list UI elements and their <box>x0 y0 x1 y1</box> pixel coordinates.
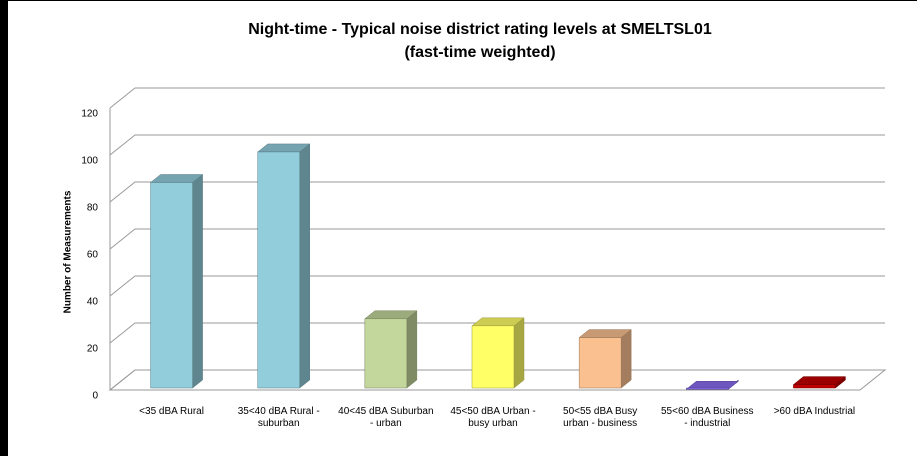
bar-front <box>257 151 300 389</box>
grid-line <box>109 369 885 391</box>
bar <box>257 143 311 389</box>
bar-front <box>471 325 515 389</box>
bar-side <box>406 310 418 389</box>
grid-line <box>109 87 885 109</box>
x-tick-label: 50<55 dBA Busy urban - business <box>563 406 638 429</box>
chart-subtitle: (fast-time weighted) <box>404 44 555 61</box>
bar <box>685 379 739 390</box>
grid-line <box>109 322 885 344</box>
grid-line <box>109 275 885 297</box>
bar-front <box>150 182 193 389</box>
bar-front <box>686 387 729 390</box>
bar-side <box>513 317 525 389</box>
y-tick-label: 60 <box>87 250 99 261</box>
bar <box>471 317 525 389</box>
x-tick-label: 35<40 dBA Rural - suburban <box>237 406 320 429</box>
x-tick-label: 40<45 dBA Suburban - urban <box>338 406 434 429</box>
left-border <box>0 0 8 456</box>
bar-front <box>364 318 408 389</box>
bar <box>578 329 632 389</box>
top-border <box>0 0 917 1</box>
bar-front <box>793 384 836 389</box>
x-tick-label: >60 dBA Industrial <box>773 406 856 417</box>
y-tick-label: 0 <box>92 391 98 402</box>
x-tick-label: 55<60 dBA Business - industrial <box>660 406 754 429</box>
y-tick-label: 20 <box>87 344 99 355</box>
grid-line <box>109 134 885 156</box>
grid-line <box>109 181 885 203</box>
bar-side <box>299 143 310 389</box>
x-tick-label: 45<50 dBA Urban - busy urban <box>450 406 536 429</box>
bar <box>364 310 418 389</box>
grid-line <box>109 228 885 250</box>
bar <box>149 173 204 389</box>
bar-side <box>620 329 632 389</box>
y-tick-label: 100 <box>81 156 98 167</box>
chart-title: Night-time - Typical noise district rati… <box>248 21 712 38</box>
bar <box>792 376 847 389</box>
y-tick-label: 120 <box>81 109 98 120</box>
y-tick-label: 80 <box>87 203 99 214</box>
bar-front <box>578 337 622 389</box>
bar-side <box>192 173 203 389</box>
y-axis-label: Number of Measurements <box>63 190 74 313</box>
x-tick-label: <35 dBA Rural <box>139 406 204 417</box>
y-tick-label: 40 <box>87 297 99 308</box>
